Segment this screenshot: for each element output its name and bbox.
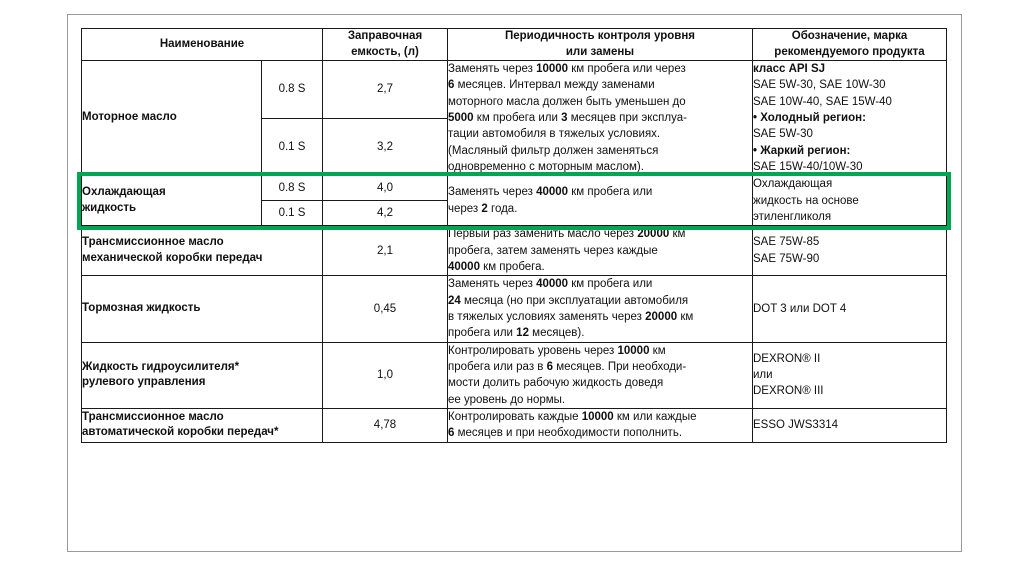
cell-period-motor-oil: Заменять через 10000 км пробега или чере… <box>447 60 753 177</box>
spec-table-container: Наименование Заправочная емкость, (л) Пе… <box>77 27 951 534</box>
cell-capacity-brake-fluid: 0,45 <box>322 275 448 343</box>
cell-product-automatic-transmission-oil: ESSO JWS3314 <box>752 407 947 443</box>
header-row: Наименование Заправочная емкость, (л) Пе… <box>81 27 947 62</box>
cell-product-manual-transmission-oil: SAE 75W-85 SAE 75W-90 <box>752 225 947 277</box>
cell-capacity-coolant-1: 4,2 <box>322 200 448 227</box>
header-period: Периодичность контроля уровня или замены <box>447 27 753 62</box>
cell-name-power-steering-fluid: Жидкость гидроусилителя* рулевого управле… <box>81 341 323 409</box>
cell-period-brake-fluid: Заменять через 40000 км пробега или 24 ме… <box>447 275 753 343</box>
header-capacity-line1: Заправочная <box>347 30 423 42</box>
cell-period-automatic-transmission-oil: Контролировать каждые 10000 км или кажды… <box>447 407 753 443</box>
fluids-spec-table: Наименование Заправочная емкость, (л) Пе… <box>81 27 947 443</box>
cell-product-motor-oil: класс API SJ SAE 5W-30, SAE 10W-30 SAE 10W… <box>752 60 947 177</box>
cell-capacity-automatic-transmission-oil: 4,78 <box>322 407 448 443</box>
cell-period-manual-transmission-oil: Первый раз заменить масло через 20000 км… <box>447 225 753 277</box>
cell-period-power-steering-fluid: Контролировать уровень через 10000 км про… <box>447 341 753 409</box>
cell-variant-coolant-1: 0.1 S <box>261 200 323 227</box>
table-row: Трансмиссионное масло автоматической коро… <box>81 407 947 443</box>
table-row: Моторное масло 0.8 S 2,7 Заменять через 100… <box>81 60 947 177</box>
cell-capacity-coolant-0: 4,0 <box>322 175 448 202</box>
cell-name-manual-transmission-oil: Трансмиссионное масло механической коробк… <box>81 225 323 277</box>
table-row: Жидкость гидроусилителя* рулевого управле… <box>81 341 947 409</box>
cell-capacity-motor-oil-0: 2,7 <box>322 60 448 119</box>
table-row: Тормозная жидкость 0,45 Заменять через 400… <box>81 275 947 343</box>
header-name-label: Наименование <box>159 37 245 50</box>
header-name: Наименование <box>81 27 323 62</box>
header-period-line2: или замены <box>565 45 635 58</box>
cell-capacity-motor-oil-1: 3,2 <box>322 117 448 177</box>
cell-period-coolant: Заменять через 40000 км пробега или через… <box>447 175 753 227</box>
header-product: Обозначение, марка рекомендуемого продук… <box>752 27 947 62</box>
cell-capacity-manual-transmission-oil: 2,1 <box>322 225 448 277</box>
table-row: Трансмиссионное масло механической коробк… <box>81 225 947 277</box>
cell-name-coolant: Охлаждающая жидкость <box>81 175 262 227</box>
cell-variant-motor-oil-0: 0.8 S <box>261 60 323 119</box>
cell-product-power-steering-fluid: DEXRON® II или DEXRON® III <box>752 341 947 409</box>
cell-product-brake-fluid: DOT 3 или DOT 4 <box>752 275 947 343</box>
cell-name-motor-oil: Моторное масло <box>81 60 262 177</box>
header-capacity-line2: емкость, (л) <box>351 45 419 58</box>
cell-name-automatic-transmission-oil: Трансмиссионное масло автоматической коро… <box>81 407 323 443</box>
header-product-line2: рекомендуемого продукта <box>774 45 925 58</box>
cell-product-coolant: Охлаждающая жидкость на основе этиленглико… <box>752 175 947 227</box>
table-row: Охлаждающая жидкость 0.8 S 4,0 Заменять чере… <box>81 175 947 227</box>
table-body: Моторное масло 0.8 S 2,7 Заменять через 100… <box>81 60 947 443</box>
header-capacity: Заправочная емкость, (л) <box>322 27 448 62</box>
table-row: 0.1 S 3,2 <box>82 117 947 177</box>
header-product-line1: Обозначение, марка <box>791 30 908 42</box>
cell-variant-coolant-0: 0.8 S <box>261 175 323 202</box>
table-header: Наименование Заправочная емкость, (л) Пе… <box>81 27 947 62</box>
header-period-line1: Периодичность контроля уровня <box>505 30 695 42</box>
cell-capacity-power-steering-fluid: 1,0 <box>322 341 448 409</box>
cell-variant-motor-oil-1: 0.1 S <box>261 117 323 177</box>
cell-name-brake-fluid: Тормозная жидкость <box>81 275 323 343</box>
table-row: 0.1 S 4,2 <box>82 200 947 227</box>
